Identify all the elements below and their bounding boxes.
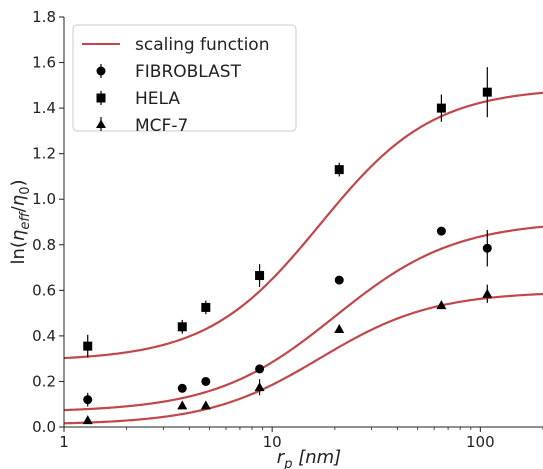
x-tick-label-1: 10 bbox=[263, 433, 282, 451]
point-fibroblast-2 bbox=[201, 376, 211, 386]
x-axis-label: rp [nm] bbox=[277, 447, 341, 469]
point-mcf-7-4 bbox=[334, 324, 345, 334]
legend-label-hela: HELA bbox=[135, 89, 180, 109]
point-mcf-7-5 bbox=[436, 300, 447, 310]
y-axis-label: ln(ηeff/η0) bbox=[8, 179, 33, 264]
point-fibroblast-1 bbox=[177, 383, 187, 393]
point-hela-3 bbox=[255, 271, 265, 281]
legend: scaling function FIBROBLAST HELA MCF-7 bbox=[72, 24, 297, 136]
legend-label-mcf7: MCF-7 bbox=[135, 116, 188, 136]
point-mcf-7-1 bbox=[177, 400, 188, 410]
point-fibroblast-4 bbox=[334, 275, 344, 285]
point-mcf-7-6 bbox=[482, 288, 493, 298]
fit-curve-1 bbox=[63, 225, 543, 412]
y-tick-label-6: 1.2 bbox=[32, 145, 56, 163]
ticks: 0.0 0.2 0.4 0.6 0.8 1.0 1.2 1.4 1.6 1.8 1 10 100 bbox=[32, 8, 543, 451]
y-tick-label-0: 0.0 bbox=[32, 418, 56, 436]
point-hela-0 bbox=[83, 341, 93, 351]
x-tick-label-0: 1 bbox=[59, 433, 69, 451]
point-hela-1 bbox=[177, 322, 187, 332]
y-tick-label-4: 0.8 bbox=[32, 236, 56, 254]
y-tick-label-9: 1.8 bbox=[32, 8, 56, 26]
fit-curve-0 bbox=[63, 91, 543, 360]
point-hela-5 bbox=[436, 103, 446, 113]
axes bbox=[63, 17, 543, 428]
data-markers bbox=[82, 87, 493, 425]
point-hela-4 bbox=[334, 165, 344, 175]
point-fibroblast-3 bbox=[255, 364, 265, 374]
y-tick-label-8: 1.6 bbox=[32, 54, 56, 72]
legend-label-fibroblast: FIBROBLAST bbox=[135, 62, 242, 82]
y-tick-label-7: 1.4 bbox=[32, 99, 56, 117]
point-mcf-7-2 bbox=[200, 400, 211, 410]
point-fibroblast-6 bbox=[482, 243, 492, 253]
y-tick-label-3: 0.6 bbox=[32, 281, 56, 299]
fit-curves bbox=[63, 91, 543, 425]
point-fibroblast-5 bbox=[436, 226, 446, 236]
point-hela-2 bbox=[201, 302, 211, 312]
fit-curve-2 bbox=[63, 292, 543, 425]
point-fibroblast-0 bbox=[83, 395, 93, 405]
legend-box bbox=[72, 24, 297, 132]
legend-label-fit: scaling function bbox=[135, 35, 269, 55]
point-hela-6 bbox=[482, 87, 492, 97]
y-tick-label-1: 0.2 bbox=[32, 372, 56, 390]
y-tick-label-2: 0.4 bbox=[32, 327, 56, 345]
x-tick-label-2: 100 bbox=[466, 433, 495, 451]
point-mcf-7-0 bbox=[82, 415, 93, 425]
y-tick-label-5: 1.0 bbox=[32, 190, 56, 208]
point-mcf-7-3 bbox=[254, 382, 265, 392]
